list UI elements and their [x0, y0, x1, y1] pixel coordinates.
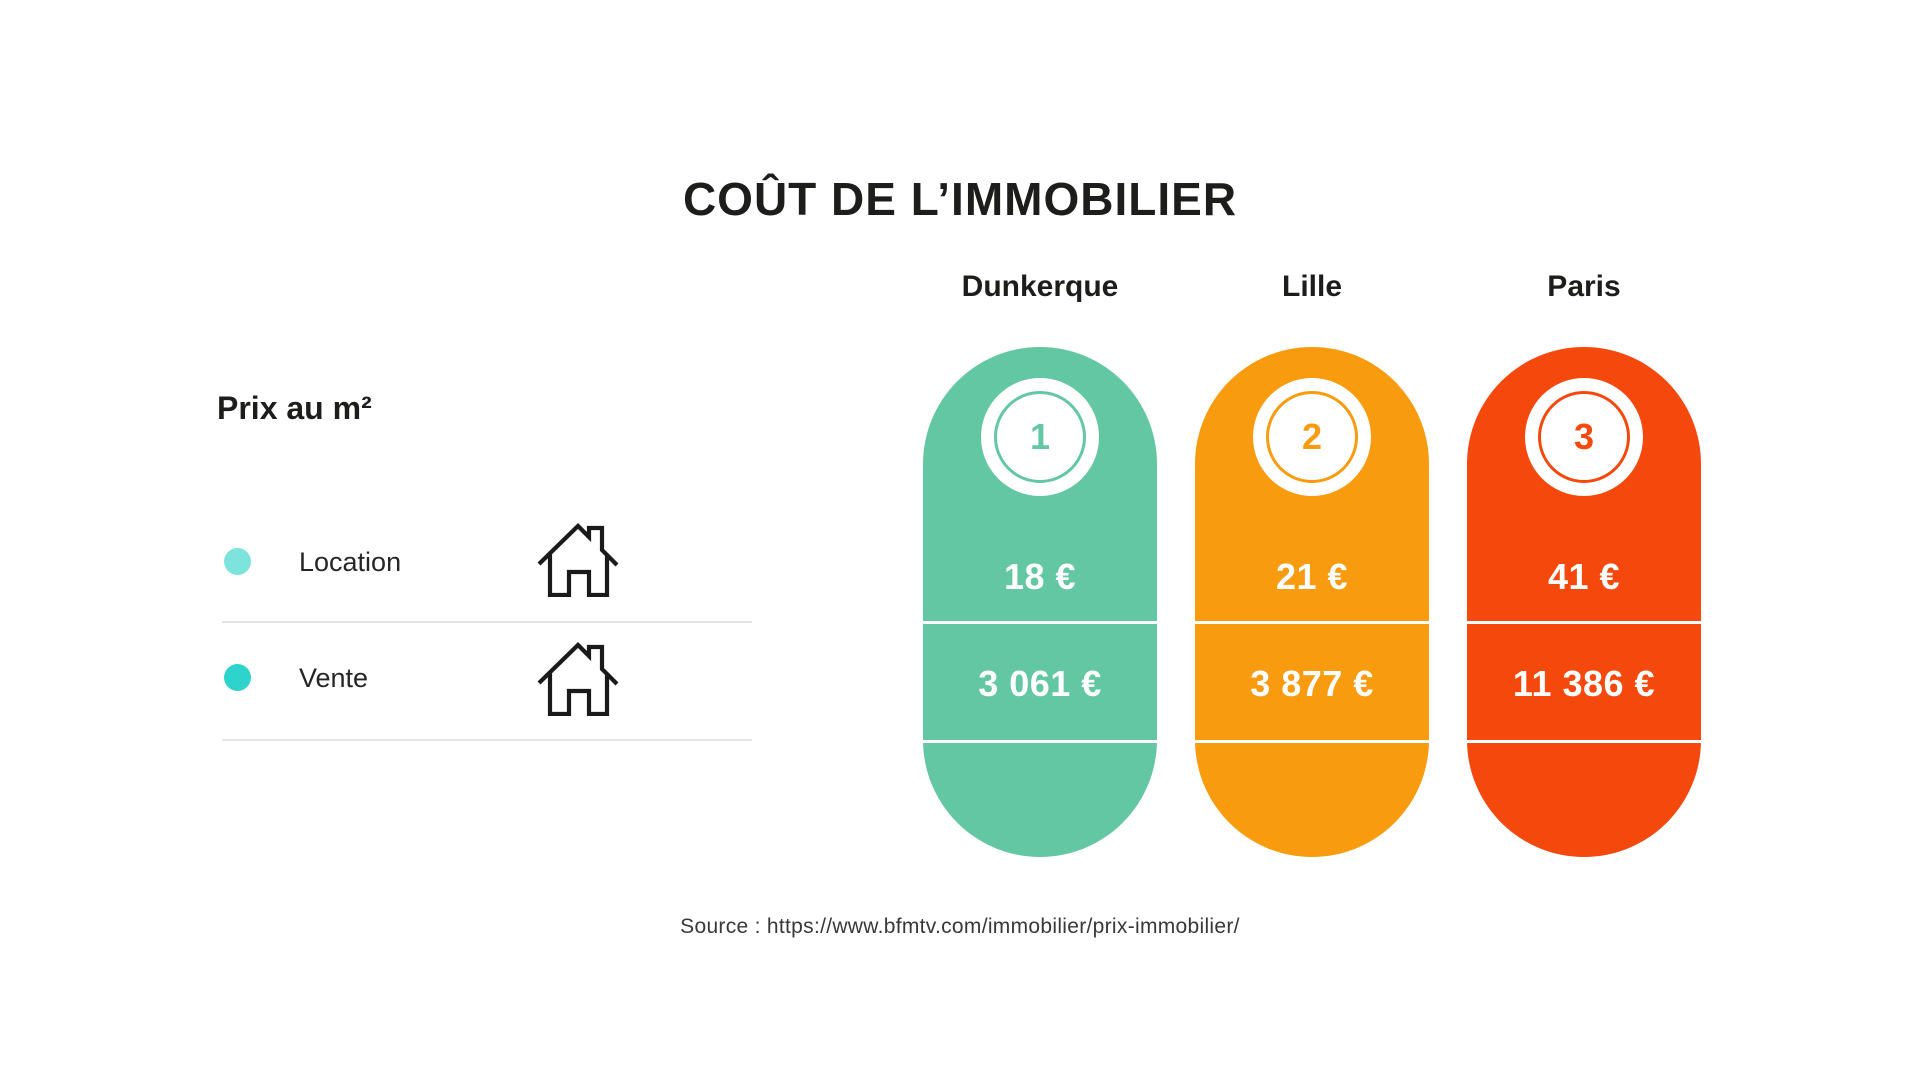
legend-divider: [222, 739, 752, 741]
location-price-value: 18 €: [1003, 556, 1077, 597]
column-header-dunkerque: Dunkerque: [961, 270, 1119, 303]
rank-badge: 2: [1253, 378, 1371, 496]
legend-title: Prix au m²: [217, 390, 372, 426]
column-header-paris: Paris: [1547, 270, 1621, 303]
pill-divider: [1467, 621, 1701, 624]
rank-badge: 1: [981, 378, 1099, 496]
pill-divider: [1195, 621, 1429, 624]
pill-divider: [1195, 740, 1429, 743]
pill-divider: [923, 621, 1157, 624]
legend-label-vente: Vente: [299, 663, 369, 693]
house-icon: [537, 642, 619, 716]
rank-ring: 2: [1266, 391, 1358, 483]
sale-price-value: 11 386 €: [1512, 663, 1656, 704]
rank-number: 3: [1573, 416, 1595, 457]
pill-divider: [923, 740, 1157, 743]
location-price-value: 41 €: [1547, 556, 1621, 597]
sale-price-value: 3 061 €: [978, 663, 1102, 704]
source-text: Source : https://www.bfmtv.com/immobilie…: [680, 915, 1240, 938]
rank-number: 1: [1029, 416, 1051, 457]
rank-badge: 3: [1525, 378, 1643, 496]
city-card-paris: 3 41 € 11 386 €: [1467, 347, 1701, 857]
location-price-value: 21 €: [1275, 556, 1349, 597]
legend-divider: [222, 621, 752, 623]
legend-label-location: Location: [299, 547, 402, 577]
house-icon: [537, 523, 619, 597]
rank-ring: 1: [994, 391, 1086, 483]
vente-dot: [224, 664, 251, 691]
pill-divider: [1467, 740, 1701, 743]
rank-ring: 3: [1538, 391, 1630, 483]
column-header-lille: Lille: [1281, 270, 1343, 303]
city-card-lille: 2 21 € 3 877 €: [1195, 347, 1429, 857]
location-dot: [224, 548, 251, 575]
page-title: COÛT DE L’IMMOBILIER: [682, 173, 1238, 225]
rank-number: 2: [1301, 416, 1323, 457]
sale-price-value: 3 877 €: [1250, 663, 1374, 704]
city-card-dunkerque: 1 18 € 3 061 €: [923, 347, 1157, 857]
